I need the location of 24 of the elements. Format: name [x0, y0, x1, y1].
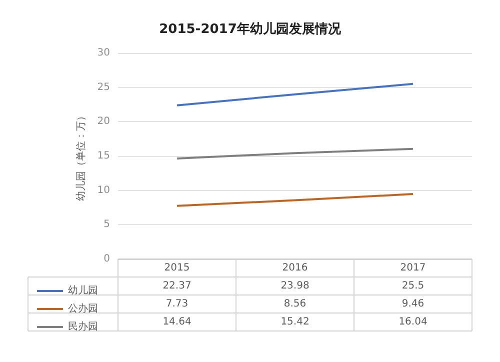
legend-label: 幼儿园 — [68, 284, 98, 296]
x-tick-label: 2017 — [400, 262, 426, 274]
legend-label: 民办园 — [68, 320, 98, 332]
y-tick-label: 25 — [97, 82, 110, 93]
y-tick-label: 10 — [97, 184, 110, 196]
y-tick-label: 15 — [97, 150, 110, 162]
data-label: 23.98 — [280, 280, 310, 292]
data-label: 7.73 — [166, 298, 188, 310]
data-label: 25.5 — [402, 280, 424, 292]
data-label: 22.37 — [162, 280, 192, 292]
data-label: 14.64 — [162, 316, 192, 328]
data-label: 15.42 — [280, 316, 310, 328]
data-label: 16.04 — [398, 316, 428, 328]
y-tick-label: 30 — [97, 48, 110, 58]
y-tick-label: 20 — [97, 116, 110, 128]
y-tick-label: 0 — [104, 254, 110, 264]
y-axis-title: 幼儿园（单位：万） — [74, 111, 87, 201]
chart-title: 2015-2017年幼儿园发展情况 — [159, 22, 342, 37]
x-tick-label: 2015 — [164, 262, 190, 274]
data-label: 8.56 — [284, 298, 306, 310]
legend-label: 公办园 — [68, 302, 98, 314]
data-label: 9.46 — [402, 298, 424, 310]
y-tick-label: 5 — [104, 219, 110, 230]
x-tick-label: 2016 — [282, 262, 308, 274]
